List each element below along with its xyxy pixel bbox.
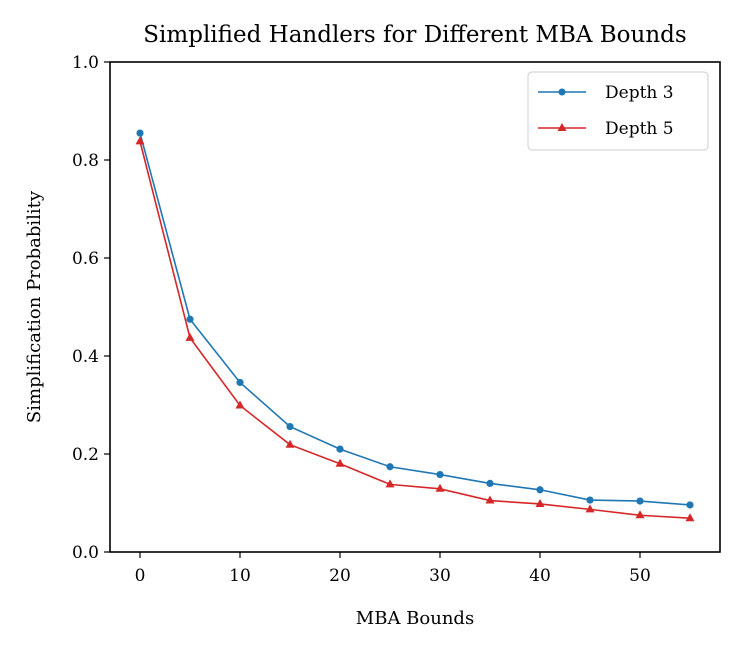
- y-axis-label: Simplification Probability: [24, 190, 45, 423]
- data-point-depth-3: [636, 497, 644, 505]
- legend-marker-depth-3: [558, 88, 566, 96]
- data-point-depth-3: [286, 422, 294, 431]
- data-point-depth-5: [635, 510, 645, 519]
- data-point-depth-3: [186, 315, 194, 323]
- x-axis-label: MBA Bounds: [356, 608, 474, 629]
- data-point-depth-3: [136, 129, 144, 137]
- x-tick-label: 10: [229, 566, 251, 586]
- series-line-depth-5: [139, 141, 691, 519]
- legend-label-depth-3: Depth 3: [605, 83, 674, 103]
- data-point-depth-3: [586, 496, 594, 504]
- x-tick-label: 50: [629, 566, 651, 586]
- legend-marker-depth-5: [557, 123, 567, 131]
- y-tick-label: 1.0: [72, 53, 99, 73]
- data-point-depth-5: [335, 458, 345, 467]
- y-tick-label: 0.0: [72, 543, 99, 563]
- data-point-depth-5: [485, 495, 495, 504]
- data-point-depth-3: [236, 378, 244, 387]
- data-point-depth-5: [535, 498, 545, 507]
- plot-area: [135, 129, 695, 522]
- data-point-depth-3: [536, 486, 544, 494]
- data-point-depth-3: [486, 479, 494, 487]
- data-point-depth-5: [185, 332, 195, 341]
- data-point-depth-3: [386, 463, 394, 471]
- x-tick-label: 40: [529, 566, 551, 586]
- y-axis: 0.0 0.2 0.4 0.6 0.8 1.0: [72, 53, 110, 563]
- legend: Depth 3 Depth 5: [527, 71, 709, 151]
- data-point-depth-5: [585, 504, 595, 513]
- x-tick-label: 30: [429, 566, 451, 586]
- data-point-depth-5: [685, 513, 695, 522]
- axes-frame: [109, 61, 721, 553]
- x-tick-label: 0: [135, 566, 146, 586]
- data-point-depth-3: [686, 501, 694, 509]
- y-tick-label: 0.6: [72, 249, 99, 269]
- y-tick-label: 0.8: [72, 151, 99, 171]
- data-point-depth-5: [385, 479, 395, 488]
- x-axis: 0 10 20 30 40 50: [135, 552, 651, 586]
- data-point-depth-5: [235, 400, 245, 409]
- y-tick-label: 0.4: [72, 347, 99, 367]
- data-point-depth-3: [336, 445, 344, 453]
- chart-title: Simplified Handlers for Different MBA Bo…: [143, 22, 686, 48]
- data-point-depth-5: [135, 136, 145, 145]
- y-tick-label: 0.2: [72, 445, 99, 465]
- legend-label-depth-5: Depth 5: [605, 119, 674, 139]
- series-line-depth-3: [139, 132, 691, 506]
- data-point-depth-3: [436, 470, 444, 479]
- x-tick-label: 20: [329, 566, 351, 586]
- data-point-depth-5: [285, 439, 295, 448]
- data-point-depth-5: [435, 483, 445, 492]
